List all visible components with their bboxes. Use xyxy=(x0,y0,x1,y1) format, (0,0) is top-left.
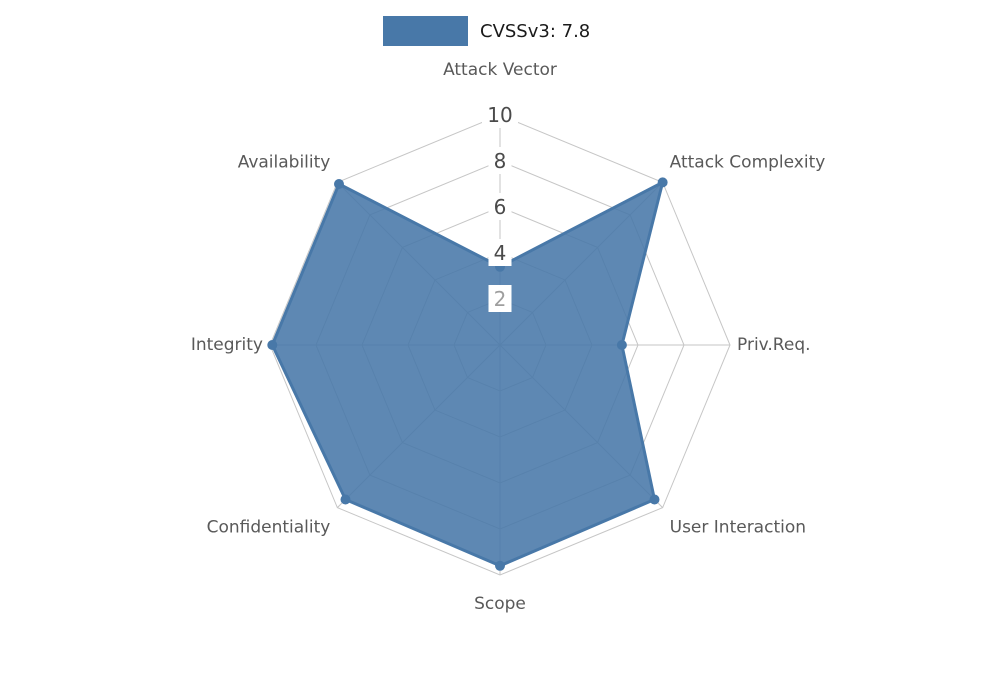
series-point xyxy=(657,177,668,188)
tick-label-box xyxy=(488,147,512,174)
axis-label: Confidentiality xyxy=(207,518,331,538)
series-point xyxy=(267,340,278,350)
series-point xyxy=(616,340,627,350)
series-point xyxy=(333,178,344,189)
tick-label: 10 xyxy=(487,103,512,127)
series-point xyxy=(495,560,505,571)
axis-label: User Interaction xyxy=(670,518,806,538)
tick-label: 8 xyxy=(494,149,507,173)
tick-label: 4 xyxy=(494,241,507,265)
axis-label: Attack Complexity xyxy=(670,152,826,172)
axis-label: Scope xyxy=(474,594,526,614)
tick-label-box xyxy=(488,193,512,220)
series-point xyxy=(649,494,660,505)
axis-label: Availability xyxy=(238,152,331,172)
tick-label: 6 xyxy=(494,195,507,219)
tick-label: 2 xyxy=(494,287,507,311)
axis-label: Priv.Req. xyxy=(737,335,811,355)
tick-label-box xyxy=(488,285,512,312)
series-point xyxy=(340,494,351,505)
axis-label: Attack Vector xyxy=(443,60,557,80)
legend-swatch xyxy=(383,16,468,46)
tick-label-box xyxy=(488,239,512,266)
legend-label: CVSSv3: 7.8 xyxy=(480,20,591,42)
series-polygon xyxy=(270,180,665,568)
tick-label-box xyxy=(482,101,518,128)
legend: CVSSv3: 7.8 xyxy=(383,15,590,47)
axis-label: Integrity xyxy=(191,335,263,355)
